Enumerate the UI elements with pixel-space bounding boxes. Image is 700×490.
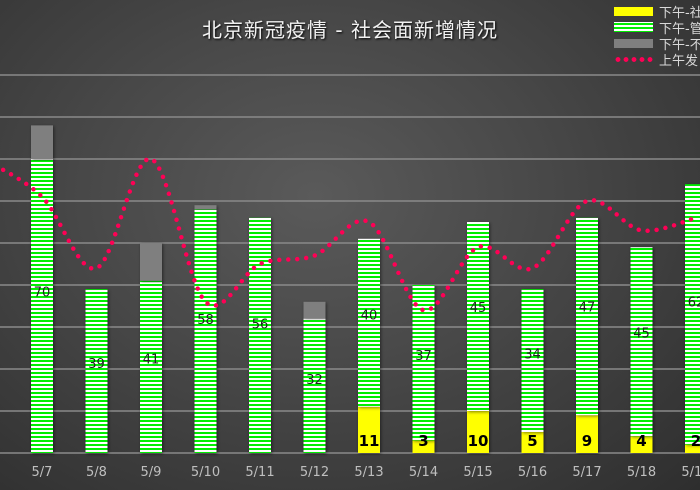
data-label: 5 (527, 432, 537, 450)
bar-segment-green (249, 217, 271, 453)
bar-segment-green (521, 289, 544, 432)
x-tick-label: 5/19 (681, 465, 700, 480)
data-label: 4 (636, 432, 646, 450)
data-label: 56 (252, 318, 269, 333)
data-label: 37 (415, 349, 432, 364)
data-label: 2 (691, 432, 700, 450)
bar-segment-gray (140, 243, 162, 281)
data-label: 39 (88, 357, 105, 372)
bar-segment-green (412, 285, 435, 441)
x-tick-label: 5/15 (463, 465, 492, 480)
data-label: 70 (34, 285, 51, 300)
legend-item: 下午-不 (614, 35, 700, 53)
bar-segment-green (194, 209, 217, 453)
data-label: 41 (143, 352, 160, 367)
bar-segment-green (303, 318, 326, 453)
x-tick-label: 5/18 (627, 465, 656, 480)
bar-segment-green (576, 217, 598, 416)
data-label: 3 (418, 432, 428, 450)
data-label: 45 (633, 326, 650, 341)
x-tick-label: 5/9 (141, 465, 162, 480)
bar-segment-yellow (630, 436, 653, 453)
bar-segment-green (685, 184, 700, 445)
bar-segment-gray (194, 205, 217, 210)
x-tick-label: 5/14 (409, 465, 438, 480)
data-label: 11 (359, 432, 380, 450)
x-tick-label: 5/10 (191, 465, 220, 480)
data-label: 32 (306, 373, 323, 388)
bar-segment-gray (303, 301, 326, 319)
legend-swatch-yellow (614, 6, 653, 16)
bar-segment-green (140, 280, 162, 453)
legend-swatch-gray (614, 38, 653, 48)
x-tick-label: 5/11 (245, 465, 274, 480)
bar-segment-green (467, 222, 489, 411)
data-label: 62 (688, 295, 700, 310)
bar-segment-green (358, 238, 380, 407)
x-tick-label: 5/17 (572, 465, 601, 480)
data-label: 45 (470, 301, 487, 316)
legend-item: 下午-管 (614, 19, 700, 37)
legend-label: 下午-不 (659, 37, 700, 53)
bar-segment-yellow (576, 415, 598, 453)
legend-label: 下午-社 (659, 5, 700, 21)
line-series-morning (0, 156, 699, 313)
bar-segment-green (85, 289, 108, 453)
legend-label: 下午-管 (659, 21, 700, 37)
legend-label: 上午发 (659, 53, 699, 69)
bar-segment-yellow (412, 440, 435, 453)
data-label: 10 (468, 432, 489, 450)
bar-segment-green (31, 159, 53, 453)
x-tick-label: 5/12 (300, 465, 329, 480)
legend-swatch-dotted-line (614, 54, 653, 64)
bar-segment-green (630, 247, 653, 437)
bar-segment-yellow (521, 432, 544, 453)
data-label: 58 (197, 313, 214, 328)
x-tick-label: 5/7 (32, 465, 53, 480)
x-tick-label: 5/8 (86, 465, 107, 480)
bar-segment-yellow (358, 406, 380, 453)
x-tick-label: 5/16 (518, 465, 547, 480)
data-label: 40 (361, 308, 378, 323)
legend-item: 上午发 (614, 51, 700, 69)
chart-title: 北京新冠疫情 - 社会面新增情况 (202, 18, 498, 42)
legend-swatch-green (614, 22, 653, 32)
bar-segment-yellow (685, 444, 700, 453)
data-label: 47 (579, 301, 596, 316)
data-label: 9 (582, 432, 592, 450)
x-tick-label: 5/13 (354, 465, 383, 480)
bar-segment-gray (31, 125, 53, 159)
bar-segment-yellow (467, 411, 489, 453)
legend-item: 下午-社 (614, 3, 700, 21)
legend: 下午-社 下午-管 下午-不 上午发 (614, 3, 700, 69)
data-label: 34 (524, 347, 541, 362)
